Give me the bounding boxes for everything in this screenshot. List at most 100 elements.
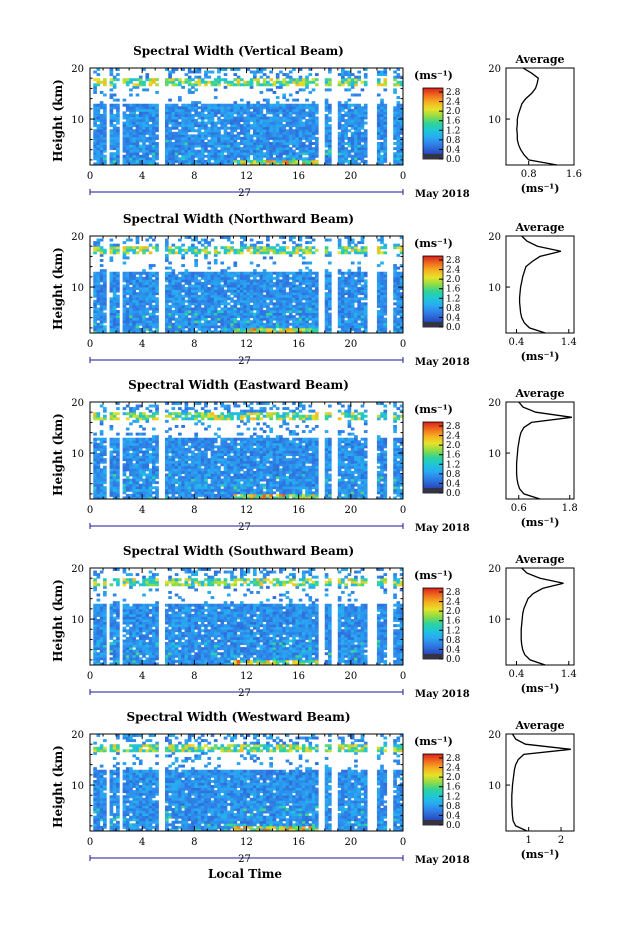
heatmap-cell xyxy=(168,266,172,270)
heatmap-cell xyxy=(103,476,107,479)
heatmap-cell xyxy=(380,157,384,161)
heatmap-cell xyxy=(226,320,231,324)
heatmap-cell xyxy=(174,251,179,255)
heatmap-cell xyxy=(354,93,358,97)
heatmap-cell xyxy=(347,297,352,301)
heatmap-cell xyxy=(249,281,254,285)
heatmap-cell xyxy=(266,330,270,334)
heatmap-cell xyxy=(279,271,283,275)
heatmap-cell xyxy=(324,131,329,135)
heatmap-cell xyxy=(272,157,277,161)
heatmap-cell xyxy=(96,322,101,326)
heatmap-cell xyxy=(116,493,120,497)
heatmap-cell xyxy=(210,276,215,280)
heatmap-cell xyxy=(256,162,260,166)
heatmap-cell xyxy=(236,121,241,125)
heatmap-cell xyxy=(191,327,195,331)
heatmap-cell xyxy=(197,241,202,245)
heatmap-cell xyxy=(324,98,329,102)
heatmap-cell xyxy=(399,310,404,313)
heatmap-cell xyxy=(341,297,345,301)
heatmap-cell xyxy=(288,289,293,293)
heatmap-cell xyxy=(282,144,287,148)
heatmap-cell xyxy=(168,106,172,110)
heatmap-cell xyxy=(99,486,104,490)
average-x-tick-label: 0.8 xyxy=(521,169,537,180)
heatmap-cell xyxy=(103,276,107,280)
heatmap-cell xyxy=(360,238,365,242)
heatmap-cell xyxy=(360,330,365,334)
heatmap-cell xyxy=(93,157,97,161)
heatmap-cell xyxy=(220,147,225,151)
heatmap-cell xyxy=(213,317,218,321)
heatmap-cell xyxy=(341,83,345,87)
heatmap-cell xyxy=(194,276,198,280)
heatmap-cell xyxy=(233,312,238,316)
heatmap-cell xyxy=(93,241,97,245)
heatmap-cell xyxy=(116,463,120,467)
heatmap-cell xyxy=(132,455,137,459)
heatmap-cell xyxy=(288,108,293,112)
heatmap-cell xyxy=(311,279,316,283)
heatmap-cell xyxy=(223,129,228,133)
heatmap-cell xyxy=(236,134,241,138)
heatmap-cell xyxy=(233,103,238,107)
heatmap-cell xyxy=(116,297,120,301)
colorbar-tick-label: 1.2 xyxy=(446,126,460,136)
heatmap-cell xyxy=(347,315,352,319)
heatmap-cell xyxy=(393,317,397,321)
heatmap-cell xyxy=(328,116,332,120)
heatmap-cell xyxy=(347,139,352,143)
heatmap-cell xyxy=(197,302,202,306)
heatmap-cell xyxy=(295,134,300,138)
heatmap-cell xyxy=(148,119,153,122)
heatmap-cell xyxy=(145,299,150,303)
heatmap-cell xyxy=(282,103,287,107)
heatmap-cell xyxy=(383,322,388,326)
heatmap-cell xyxy=(295,246,300,250)
heatmap-cell xyxy=(236,80,241,84)
heatmap-cell xyxy=(135,276,140,280)
heatmap-cell xyxy=(243,236,247,239)
heatmap-cell xyxy=(125,483,130,487)
day-label: 27 xyxy=(238,188,251,199)
heatmap-cell xyxy=(164,241,169,245)
heatmap-cell xyxy=(171,113,176,117)
heatmap-cell xyxy=(249,159,254,163)
heatmap-cell xyxy=(191,136,195,140)
heatmap-cell xyxy=(292,98,296,102)
heatmap-cell xyxy=(253,70,257,74)
heatmap-cell xyxy=(262,322,267,326)
heatmap-cell xyxy=(125,287,130,290)
heatmap-cell xyxy=(122,455,127,459)
heatmap-cell xyxy=(233,124,238,128)
heatmap-cell xyxy=(275,310,280,313)
heatmap-cell xyxy=(93,134,97,138)
heatmap-cell xyxy=(262,246,267,250)
heatmap-cell xyxy=(354,243,358,247)
heatmap-cell xyxy=(178,279,182,283)
heatmap-cell xyxy=(230,129,234,133)
heatmap-cell xyxy=(285,274,290,278)
heatmap-cell xyxy=(125,417,130,421)
heatmap-cell xyxy=(305,149,309,153)
heatmap-cell xyxy=(266,124,270,128)
heatmap-cell xyxy=(269,271,273,275)
heatmap-cell xyxy=(328,126,332,130)
heatmap-cell xyxy=(266,246,270,250)
heatmap-cell xyxy=(116,243,120,247)
heatmap-cell xyxy=(181,162,185,166)
heatmap-cell xyxy=(308,136,313,140)
heatmap-cell xyxy=(269,256,273,260)
heatmap-cell xyxy=(116,276,120,280)
heatmap-cell xyxy=(145,312,150,316)
heatmap-cell xyxy=(168,312,172,316)
heatmap-cell xyxy=(246,119,251,122)
heatmap-cell xyxy=(210,131,215,135)
heatmap-cell xyxy=(360,108,365,112)
heatmap-cell xyxy=(135,478,140,482)
heatmap-cell xyxy=(259,116,264,120)
heatmap-cell xyxy=(187,152,192,156)
heatmap-cell xyxy=(275,325,280,329)
heatmap-cell xyxy=(259,292,264,296)
